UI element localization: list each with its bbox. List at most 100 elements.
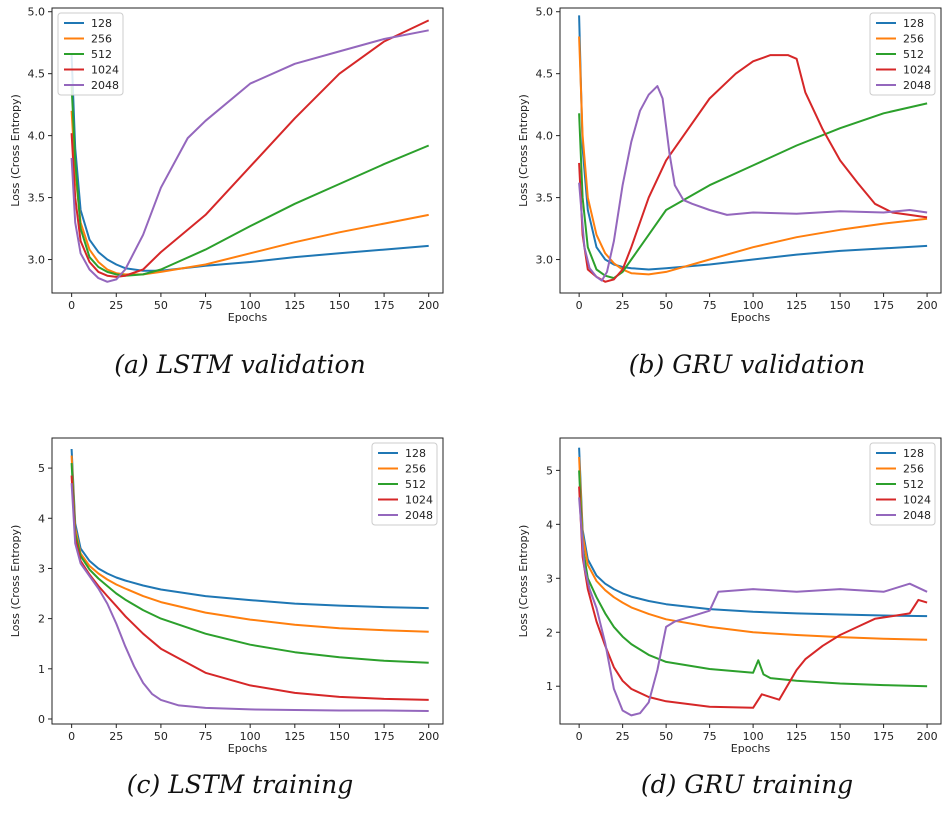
x-tick-label: 175	[374, 299, 395, 312]
legend-label-2048: 2048	[903, 509, 931, 522]
legend-box	[371, 442, 438, 526]
x-tick-label: 125	[786, 730, 807, 743]
x-tick-label: 75	[199, 299, 213, 312]
axes-frame	[559, 437, 942, 725]
series-line-512	[70, 463, 429, 664]
x-tick-label: 25	[616, 299, 630, 312]
legend-label-512: 512	[903, 48, 924, 61]
x-tick-label: 125	[786, 299, 807, 312]
x-tick-label: 100	[240, 730, 261, 743]
y-tick-label: 2	[38, 613, 45, 626]
legend-label-512: 512	[91, 48, 112, 61]
x-tick-label: 150	[329, 299, 350, 312]
chart-panel-0: 0 25 50 75 100 125 150 175 200 3.0 3.5 4.0 4.5 5.0 Epo…	[9, 6, 444, 324]
x-tick-label: 0	[576, 299, 583, 312]
series-line-128	[578, 15, 928, 271]
legend-label-2048: 2048	[405, 509, 433, 522]
y-axis-label: Loss (Cross Entropy)	[517, 94, 530, 207]
legend-label-256: 256	[903, 463, 924, 476]
y-tick-label: 3.5	[536, 192, 554, 205]
axes-frame	[51, 7, 444, 294]
axes-frame	[559, 7, 942, 294]
caption-d: (d) GRU training	[640, 770, 854, 799]
y-tick-label: 3.0	[536, 254, 554, 267]
legend-label-1024: 1024	[405, 494, 433, 507]
series-line-1024	[578, 486, 928, 709]
x-tick-label: 75	[703, 299, 717, 312]
series-line-1024	[70, 475, 429, 701]
x-tick-label: 175	[873, 299, 894, 312]
y-axis-label: Loss (Cross Entropy)	[9, 94, 22, 207]
y-axis-label: Loss (Cross Entropy)	[517, 525, 530, 638]
series-line-512	[578, 102, 928, 280]
series-line-2048	[578, 85, 928, 282]
legend-box	[869, 12, 936, 96]
y-tick-label: 4.5	[28, 68, 46, 81]
x-tick-label: 25	[616, 730, 630, 743]
y-tick-label: 5	[38, 462, 45, 475]
series-line-256	[578, 36, 928, 276]
series-line-512	[70, 86, 430, 277]
x-axis-label: Epochs	[731, 742, 771, 755]
x-tick-label: 125	[284, 299, 305, 312]
x-tick-label: 200	[917, 730, 938, 743]
legend-box	[57, 12, 124, 96]
x-tick-label: 125	[284, 730, 305, 743]
legend-label-512: 512	[903, 478, 924, 491]
y-tick-label: 0	[38, 713, 45, 726]
caption-b: (b) GRU validation	[628, 350, 866, 379]
legend-label-512: 512	[405, 478, 426, 491]
caption-a: (a) LSTM validation	[114, 350, 366, 379]
series-line-2048	[70, 29, 429, 283]
legend-label-128: 128	[405, 447, 426, 460]
x-axis-label: Epochs	[731, 311, 771, 324]
x-tick-label: 100	[743, 299, 764, 312]
y-tick-label: 2	[546, 626, 553, 639]
legend-label-128: 128	[91, 17, 112, 30]
legend-label-256: 256	[903, 33, 924, 46]
x-tick-label: 175	[374, 730, 395, 743]
chart-panel-2: 0 25 50 75 100 125 150 175 200 0 1 2 3 4 5 Epochs Loss (…	[9, 437, 444, 755]
series-line-2048	[70, 483, 429, 712]
series-line-128	[578, 447, 928, 618]
legend-label-1024: 1024	[91, 64, 119, 77]
series-line-256	[578, 456, 928, 641]
x-tick-label: 0	[68, 299, 75, 312]
legend-label-256: 256	[91, 33, 112, 46]
x-tick-label: 100	[240, 299, 261, 312]
series-line-1024	[70, 19, 430, 278]
y-tick-label: 4	[38, 512, 45, 525]
legend-label-128: 128	[903, 17, 924, 30]
y-tick-label: 1	[38, 663, 45, 676]
series-line-2048	[578, 497, 928, 717]
series-line-512	[578, 470, 928, 688]
series-line-256	[70, 455, 429, 633]
x-tick-label: 75	[199, 730, 213, 743]
x-axis-label: Epochs	[228, 742, 268, 755]
legend-label-2048: 2048	[91, 79, 119, 92]
legend-label-1024: 1024	[903, 64, 931, 77]
axes-frame	[51, 437, 444, 725]
y-tick-label: 1	[546, 680, 553, 693]
legend-box	[869, 442, 936, 526]
x-tick-label: 25	[109, 299, 123, 312]
chart-panel-1: 0 25 50 75 100 125 150 175 200 3.0 3.5 4.0 4.5 5.0 Epo…	[517, 6, 942, 324]
x-tick-label: 150	[329, 730, 350, 743]
x-tick-label: 75	[703, 730, 717, 743]
x-tick-label: 50	[659, 299, 673, 312]
y-tick-label: 3	[546, 572, 553, 585]
chart-panel-3: 0 25 50 75 100 125 150 175 200 1 2 3 4 5 Epochs Loss (C…	[517, 437, 942, 755]
x-tick-label: 200	[418, 299, 439, 312]
y-tick-label: 3.0	[28, 254, 46, 267]
x-tick-label: 175	[873, 730, 894, 743]
caption-c: (c) LSTM training	[126, 770, 354, 799]
x-tick-label: 200	[418, 730, 439, 743]
y-tick-label: 4	[546, 518, 553, 531]
legend-label-1024: 1024	[903, 494, 931, 507]
legend-label-256: 256	[405, 463, 426, 476]
y-tick-label: 4.0	[28, 130, 46, 143]
series-line-128	[70, 55, 429, 272]
series-line-128	[70, 448, 429, 610]
y-tick-label: 3.5	[28, 192, 46, 205]
